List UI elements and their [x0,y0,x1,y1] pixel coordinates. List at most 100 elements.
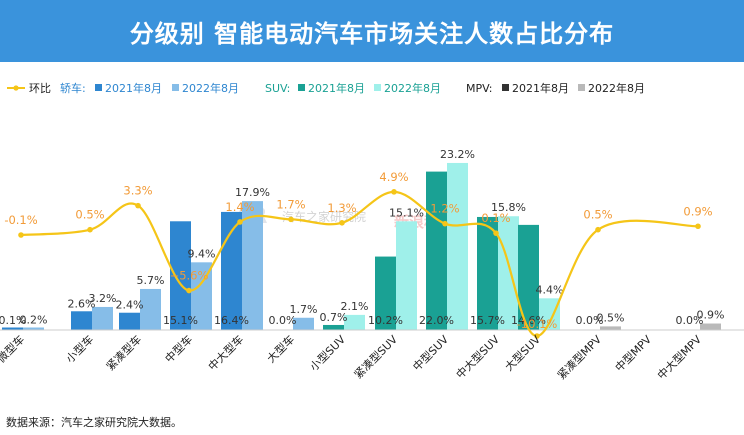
legend-yoy-label: 环比 [29,82,51,95]
category-label-5: 大型车 [264,332,297,365]
legend-sedan-2021-swatch [95,84,102,91]
yoy-point-3 [186,287,192,294]
bar-label-2021-1: 2.6% [68,297,96,310]
yoy-label-4: 1.4% [225,200,254,214]
page-title: 分级别 智能电动汽车市场关注人数占比分布 [129,19,615,48]
bar-label-2022-4: 17.9% [235,186,270,199]
bar-2022-0 [23,327,44,330]
yoy-point-8 [442,220,448,227]
legend-mpv-2022-swatch [578,84,585,91]
yoy-label-13: 0.9% [683,204,712,218]
category-label-7: 紧凑型SUV [351,332,401,382]
chart-container: 环比 轿车: 2021年8月 2022年8月 SUV: 2021年8月 2022年8月 MPV… [0,62,744,412]
category-label-1: 小型车 [63,332,96,365]
bar-2022-3 [191,262,212,330]
yoy-point-6 [339,220,345,226]
yoy-label-8: 1.2% [430,202,459,216]
yoy-point-7 [391,189,397,195]
bar-label-2021-13: 0.0% [676,314,704,327]
bar-2021-3 [170,221,191,330]
yoy-point-1 [87,226,93,233]
bar-2021-8 [426,171,447,330]
bar-2021-10 [518,224,539,330]
yoy-point-9 [493,230,499,236]
bar-2021-1 [71,311,92,330]
bar-2022-2 [140,288,161,330]
bar-2022-10 [539,298,560,330]
yoy-point-5 [288,216,294,223]
legend-suv-2022-swatch [374,84,381,91]
bar-2021-2 [119,312,140,330]
legend-mpv-label: MPV: [466,82,492,95]
yoy-label-7: 4.9% [379,170,408,184]
legend-suv-label: SUV: [265,82,290,95]
yoy-point-13 [695,223,701,230]
bar-label-2022-7: 15.1% [389,206,424,219]
legend-sedan-2021-label: 2021年8月 [105,81,162,95]
category-label-0: 微型车 [0,332,27,365]
bar-label-2021-0: 0.1% [0,314,26,327]
bar-label-2022-3: 9.4% [188,247,216,260]
yoy-label-3: −5.6% [170,269,209,283]
category-label-2: 紧凑型车 [103,332,144,373]
yoy-label-10: -10.1% [517,317,558,331]
bar-label-2021-5: 0.0% [269,314,297,327]
yoy-line [20,190,699,338]
bar-2022-1 [92,306,113,330]
source-note: 数据来源：汽车之家研究院大数据。 [6,416,182,429]
bar-2021-0 [2,327,23,330]
bar-label-2021-10: 14.6% [511,314,546,327]
yoy-label-9: 0.1% [481,211,510,225]
legend-mpv-2022-label: 2022年8月 [588,81,645,95]
legend-suv-2021-label: 2021年8月 [308,81,365,95]
bar-label-2022-1: 3.2% [89,292,117,305]
bar-label-2021-8: 22.0% [419,314,454,327]
yoy-label-2: 3.3% [123,184,152,198]
bar-label-2022-13: 0.9% [697,309,725,322]
bar-label-2022-9: 15.8% [491,201,526,214]
bar-label-2021-7: 10.2% [368,314,403,327]
yoy-label-5: 1.7% [276,197,305,211]
legend-mpv-2021-swatch [502,84,509,91]
yoy-label-6: 1.3% [327,201,356,215]
bar-label-2021-11: 0.0% [576,314,604,327]
category-label-12: 中型MPV [612,332,655,375]
bar-label-2022-10: 4.4% [536,283,564,296]
legend-yoy-marker [13,85,19,91]
yoy-point-0 [18,232,24,238]
category-label-6: 小型SUV [307,332,349,374]
legend-mpv-2021-label: 2021年8月 [512,81,569,95]
bar-label-2021-6: 0.7% [320,311,348,324]
bar-label-2022-8: 23.2% [440,148,475,161]
bar-2021-7 [375,256,396,330]
category-label-4: 中大型车 [205,332,246,373]
bar-label-2022-5: 1.7% [290,303,318,316]
legend-suv-2022-label: 2022年8月 [384,81,441,95]
bar-label-2022-6: 2.1% [341,300,369,313]
yoy-point-10 [534,333,540,339]
legend-sedan-2022-label: 2022年8月 [182,81,239,95]
bar-label-2021-2: 2.4% [116,299,144,312]
bar-2022-4 [242,201,263,330]
title-banner: 分级别 智能电动汽车市场关注人数占比分布 [0,0,744,62]
legend-sedan-2022-swatch [172,84,179,91]
category-label-10: 大型SUV [502,332,544,374]
chart-svg: 环比 轿车: 2021年8月 2022年8月 SUV: 2021年8月 2022年8月 MPV… [0,81,744,382]
legend-sedan-label: 轿车: [60,81,86,95]
bar-2022-5 [293,317,314,330]
bar-label-2021-4: 16.4% [214,314,249,327]
yoy-point-11 [595,226,601,233]
bar-label-2022-11: 0.5% [597,311,625,324]
yoy-label-0: -0.1% [4,213,37,227]
bar-2022-13 [700,323,721,330]
yoy-point-4 [237,219,243,225]
bar-2021-6 [323,324,344,330]
bar-label-2021-3: 15.1% [163,314,198,327]
bar-2022-8 [447,162,468,330]
category-label-11: 紧凑型MPV [554,332,604,382]
category-label-9: 中大型SUV [453,332,503,382]
bar-2022-6 [344,314,365,330]
yoy-label-1: 0.5% [75,208,104,222]
bar-label-2022-2: 5.7% [137,274,165,287]
yoy-point-2 [135,202,141,209]
